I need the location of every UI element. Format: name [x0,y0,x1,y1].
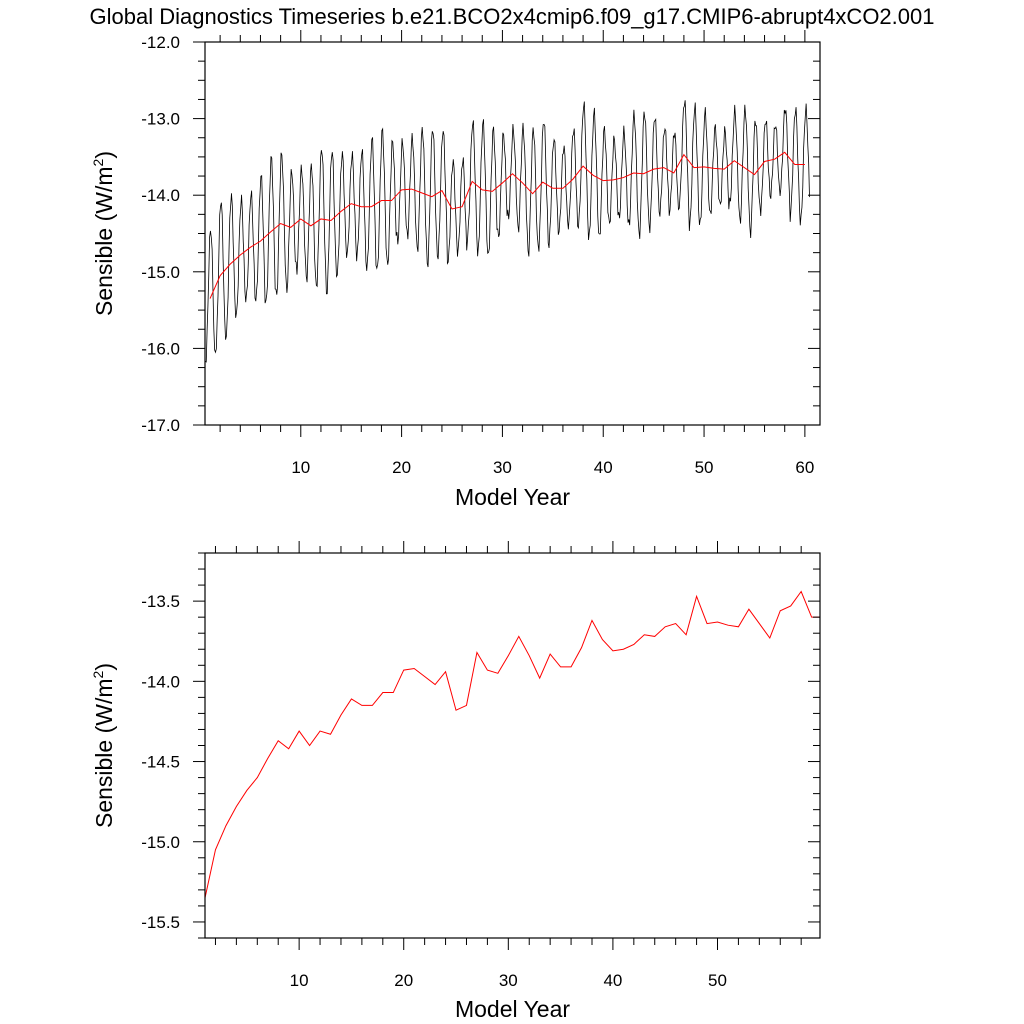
x-axis-title: Model Year [455,484,570,510]
x-tick-label: 20 [394,971,413,990]
top-panel: -17.0 -16.0 -15.0 -14.0 -13.0 -12.0 10 20 30 40 50… [90,30,821,510]
series-line-annual [209,151,805,299]
y-tick-label: -17.0 [141,416,180,435]
x-axis-title: Model Year [455,996,570,1022]
x-tick-label: 60 [795,458,814,477]
y-tick-label: -16.0 [141,339,180,358]
x-tick-label: 20 [392,458,411,477]
y-tick-label: -14.0 [141,186,180,205]
y-axis-title: Sensible (W/m2) [90,151,117,316]
x-tick-label: 10 [291,458,310,477]
y-tick-label: -15.0 [141,263,180,282]
y-axis-title: Sensible (W/m2) [90,663,117,828]
plot-area [205,590,820,899]
figure-title: Global Diagnostics Timeseries b.e21.BCO2… [90,4,935,29]
x-tick-label: 10 [290,971,309,990]
y-tick-label: -15.0 [141,833,180,852]
plot-area [205,100,810,363]
x-tick-label: 50 [708,971,727,990]
x-tick-label: 30 [499,971,518,990]
x-tick-label: 40 [603,971,622,990]
series-line-annual [205,590,820,899]
y-tick-label: -13.5 [141,592,180,611]
x-tick-label: 30 [493,458,512,477]
x-tick-label: 40 [594,458,613,477]
y-tick-label: -14.0 [141,672,180,691]
y-tick-label: -14.5 [141,753,180,772]
series-line-monthly [205,100,810,363]
y-tick-label: -15.5 [141,913,180,932]
y-tick-label: -13.0 [141,110,180,129]
y-tick-label: -12.0 [141,33,180,52]
bottom-panel: -15.5 -15.0 -14.5 -14.0 -13.5 10 20 30 40 50 Model… [90,541,821,1022]
x-tick-label: 50 [695,458,714,477]
